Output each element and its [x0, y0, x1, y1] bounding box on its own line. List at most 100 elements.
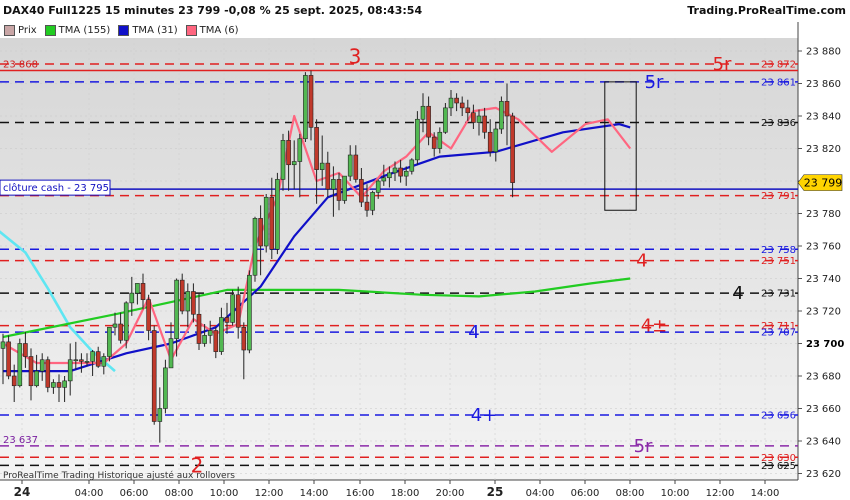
legend-tma6-label: TMA (6): [199, 24, 239, 36]
candle-body: [258, 218, 263, 247]
candle-body: [45, 359, 51, 388]
candle-body: [118, 323, 123, 341]
left-labels: 23 868 23 637: [3, 60, 38, 446]
candle-body: [135, 283, 140, 294]
level-tag: 4: [732, 283, 743, 304]
level-tag: 4: [468, 322, 479, 343]
legend-tma155-label: TMA (155): [58, 24, 111, 36]
wave-label-2: 2: [191, 453, 204, 477]
legend-tma155-swatch: [44, 24, 56, 36]
wave-label-3: 3: [349, 45, 362, 69]
candle-body: [476, 115, 482, 123]
candle-body: [269, 196, 275, 250]
y-tick-label: 23 640: [806, 437, 841, 448]
rollover-note: ProRealTime Trading Historique ajusté au…: [3, 471, 235, 481]
left-price-label: 23 868: [3, 60, 38, 71]
candle-body: [392, 167, 398, 174]
candle-body: [11, 375, 17, 387]
x-tick-label: 14:00: [751, 488, 780, 499]
x-tick-label: 25: [487, 485, 504, 499]
candle-body: [112, 323, 118, 328]
candle-body: [308, 75, 314, 128]
plot-background: [0, 38, 798, 480]
level-price-label: 23 711: [761, 321, 796, 332]
candle-body: [213, 330, 219, 352]
candle-body: [0, 341, 6, 349]
level-price-label: 23 625: [761, 461, 796, 472]
candle-body: [353, 154, 359, 180]
x-tick-label: 08:00: [616, 488, 645, 499]
candle-body: [28, 356, 34, 387]
x-tick-label: 10:00: [210, 488, 239, 499]
candle-body: [387, 172, 392, 179]
candle-body: [510, 115, 515, 183]
candle-body: [325, 162, 331, 190]
candle-body: [123, 302, 129, 341]
candle-body: [34, 370, 39, 387]
candle-body: [459, 102, 465, 109]
candle-body: [51, 382, 56, 388]
candle-body: [168, 338, 174, 369]
legend-tma31[interactable]: TMA (31): [118, 24, 178, 36]
x-tick-label: 18:00: [391, 488, 420, 499]
candle-body: [465, 107, 471, 114]
level-price-label: 23 707: [761, 328, 796, 339]
cash-close-label: clôture cash - 23 795: [3, 182, 109, 194]
candle-body: [84, 361, 90, 363]
level-tag: 4: [636, 251, 647, 272]
candle-body: [207, 330, 213, 336]
y-tick-label: 23 720: [806, 307, 841, 318]
candle-body: [90, 351, 95, 362]
candle-body: [196, 313, 202, 344]
candle-body: [331, 179, 336, 190]
candle-body: [431, 136, 437, 149]
candle-body: [174, 279, 179, 339]
tma31-line: [3, 123, 631, 373]
candle-body: [297, 138, 303, 162]
candle-body: [39, 359, 45, 372]
y-tick-label: 23 680: [806, 372, 841, 383]
candle-body: [79, 359, 84, 362]
y-tick-label: 23 620: [806, 469, 841, 480]
level-price-label: 23 751: [761, 256, 796, 267]
legend-price[interactable]: Prix: [4, 24, 37, 36]
level-price-label: 23 791: [761, 191, 796, 202]
legend-tma6[interactable]: TMA (6): [185, 24, 239, 36]
candle-body: [342, 175, 347, 201]
candle-body: [409, 159, 415, 172]
candle-body: [303, 75, 308, 140]
candle-body: [101, 356, 107, 367]
y-tick-label: 23 660: [806, 404, 841, 415]
last-price-marker: [797, 174, 843, 191]
level-tag: 4+: [471, 405, 498, 426]
candle-body: [471, 112, 476, 123]
candle-body: [381, 177, 387, 182]
candle-body: [347, 154, 353, 177]
candle-body: [185, 291, 191, 312]
legend-tma155[interactable]: TMA (155): [44, 24, 111, 36]
candle-body: [151, 330, 157, 422]
left-price-label: 23 637: [3, 435, 38, 446]
candle-body: [129, 292, 135, 304]
candle-body: [493, 128, 499, 153]
legend-tma6-swatch: [185, 24, 197, 36]
y-tick-label: 23 880: [806, 47, 841, 58]
candle-body: [23, 343, 28, 357]
candle-body: [415, 118, 420, 161]
y-tick-label: 23 760: [806, 242, 841, 253]
level-price-label: 23 656: [761, 411, 796, 422]
candle-body: [370, 192, 375, 211]
candle-body: [499, 101, 504, 130]
x-tick-label: 24: [14, 485, 31, 499]
candle-body: [241, 326, 247, 351]
level-price-label: 23 731: [761, 289, 796, 300]
level-tag: 4±: [641, 316, 668, 337]
candle-body: [6, 341, 11, 377]
candle-body: [275, 179, 280, 250]
candle-body: [230, 294, 235, 323]
candle-body: [191, 291, 196, 315]
site-label[interactable]: Trading.ProRealTime.com: [687, 4, 846, 17]
level-price-label: 23 630: [761, 453, 796, 464]
x-tick-label: 12:00: [706, 488, 735, 499]
